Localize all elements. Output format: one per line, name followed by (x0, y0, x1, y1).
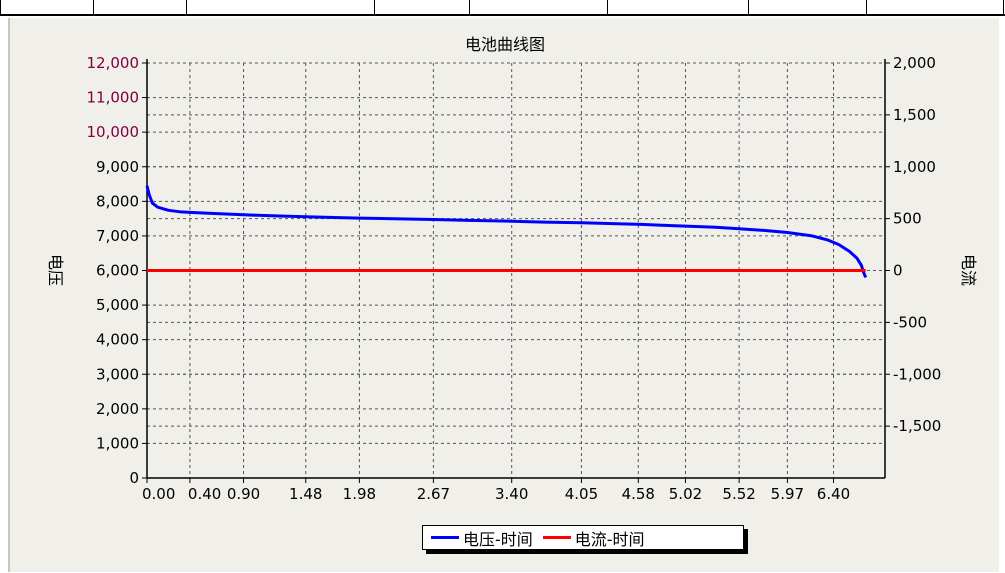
table-divider (374, 0, 375, 16)
table-divider (186, 0, 187, 16)
y-left-tick-label: 0 (129, 469, 139, 487)
series-line-0 (145, 185, 868, 278)
chart-title: 电池曲线图 (465, 35, 545, 54)
y-right-tick-label: 500 (893, 210, 922, 228)
x-tick-label: 6.40 (817, 485, 850, 503)
y-left-tick-label: 12,000 (87, 54, 140, 72)
x-tick-label: 4.05 (565, 485, 598, 503)
x-tick-label: 1.98 (343, 485, 376, 503)
y-right-tick-label: 1,000 (893, 158, 936, 176)
legend-swatch-voltage (431, 536, 459, 539)
y-left-tick-label: 6,000 (96, 262, 139, 280)
y-right-tick-label: 0 (893, 262, 903, 280)
legend-label-voltage: 电压-时间 (463, 529, 533, 549)
table-divider (607, 0, 608, 16)
y-left-tick-label: 3,000 (96, 365, 139, 383)
y-axis-right-label: 电流 (959, 254, 978, 286)
y-right-tick-label: 2,000 (893, 54, 936, 72)
top-table-row (0, 0, 1005, 16)
y-right-tick-label: 1,500 (893, 106, 936, 124)
table-divider (866, 0, 867, 16)
y-left-tick-label: 2,000 (96, 400, 139, 418)
x-tick-label: 0.40 (188, 485, 221, 503)
y-right-tick-label: -1,500 (893, 417, 941, 435)
y-left-tick-label: 10,000 (87, 123, 140, 141)
legend-swatch-current (542, 536, 571, 539)
tick-labels: 0 1,000 2,000 3,000 4,000 5,000 6,000 7,000 8,00… (87, 54, 942, 503)
legend-label-current: 电流-时间 (574, 529, 645, 549)
x-tick-label: 4.58 (622, 485, 655, 503)
x-tick-label: 3.40 (495, 485, 528, 503)
series-lines (145, 185, 868, 278)
axes (142, 59, 890, 483)
y-left-tick-label: 4,000 (96, 331, 139, 349)
x-tick-label: 5.02 (669, 485, 702, 503)
y-left-tick-label: 7,000 (96, 227, 139, 245)
y-left-tick-label: 8,000 (96, 192, 139, 210)
x-tick-label: 2.67 (417, 485, 450, 503)
table-divider (469, 0, 470, 16)
y-axis-left-label: 电压 (46, 254, 65, 286)
x-tick-label: 1.48 (289, 485, 322, 503)
y-left-tick-label: 11,000 (87, 89, 140, 107)
chart-legend: 电压-时间 电流-时间 (422, 525, 744, 550)
x-tick-label: 5.52 (722, 485, 755, 503)
y-left-tick-label: 1,000 (96, 434, 139, 452)
table-divider (748, 0, 749, 16)
x-tick-label: 0.00 (142, 485, 175, 503)
y-left-tick-label: 5,000 (96, 296, 139, 314)
table-divider (0, 0, 1, 16)
x-tick-label: 0.90 (227, 485, 260, 503)
table-divider (1003, 0, 1004, 16)
y-right-tick-label: -500 (893, 313, 927, 331)
y-right-tick-label: -1,000 (893, 365, 941, 383)
legend-item-current: 电流-时间 (542, 526, 645, 550)
y-left-tick-label: 9,000 (96, 158, 139, 176)
table-divider (93, 0, 94, 16)
x-tick-label: 5.97 (771, 485, 804, 503)
legend-item-voltage: 电压-时间 (431, 526, 533, 550)
